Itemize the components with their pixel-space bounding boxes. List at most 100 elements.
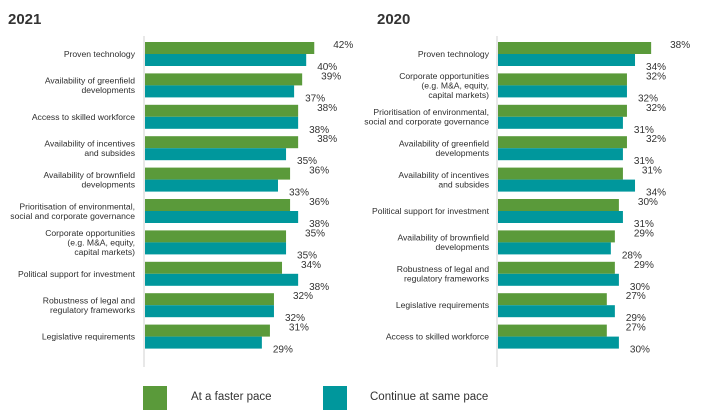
category-label: Availability of brownfield developments (397, 233, 489, 253)
value-label: 34% (301, 260, 321, 271)
value-label: 38% (317, 134, 337, 145)
bar-faster (145, 261, 283, 274)
value-label: 32% (646, 134, 666, 145)
value-label: 29% (634, 260, 654, 271)
value-label: 32% (646, 103, 666, 114)
category-label: Corporate opportunities (e.g. M&A, equity… (45, 228, 135, 257)
legend-label-same: Continue at same pace (370, 391, 489, 403)
category-label: Political support for investment (18, 269, 136, 279)
value-label: 30% (638, 197, 658, 208)
bar-same (145, 116, 299, 129)
value-label: 36% (309, 166, 329, 177)
chart-2020: Proven technology 38% 34% Corporate opportu… (364, 36, 690, 367)
bar-same (145, 336, 262, 349)
value-label: 31% (634, 125, 654, 136)
bar-faster (498, 167, 623, 180)
value-label: 38% (309, 125, 329, 136)
bar-faster (145, 73, 303, 86)
category-label: Proven technology (418, 49, 490, 59)
value-label: 38% (309, 219, 329, 230)
value-label: 38% (317, 103, 337, 114)
chart-title-2021: 2021 (8, 11, 42, 28)
bar-faster (145, 167, 291, 180)
bar-faster (498, 324, 607, 337)
bar-same (145, 85, 295, 98)
value-label: 28% (622, 250, 642, 261)
value-label: 27% (626, 291, 646, 302)
category-label: Political support for investment (372, 206, 490, 216)
value-label: 30% (630, 282, 650, 293)
chart-title-2020: 2020 (377, 11, 411, 28)
category-label: Robustness of legal and regulatory framew… (397, 264, 489, 284)
value-label: 34% (646, 62, 666, 73)
legend-swatch-same (323, 386, 347, 410)
category-label: Access to skilled workforce (32, 112, 135, 122)
value-label: 31% (634, 219, 654, 230)
value-label: 37% (305, 93, 325, 104)
bar-same (145, 211, 299, 223)
bar-same (145, 305, 274, 318)
value-label: 29% (634, 228, 654, 239)
value-label: 35% (297, 250, 317, 261)
bar-same (145, 148, 287, 161)
value-label: 35% (297, 156, 317, 167)
value-label: 31% (289, 323, 309, 334)
value-label: 29% (273, 345, 293, 356)
value-label: 31% (634, 156, 654, 167)
value-label: 38% (670, 40, 690, 51)
bar-same (498, 242, 611, 255)
bar-same (498, 85, 627, 98)
bar-same (498, 336, 619, 349)
category-label: Availability of incentives and subsides (44, 138, 135, 158)
category-label: Availability of brownfield developments (43, 170, 135, 190)
bar-faster (498, 230, 615, 243)
category-label: Access to skilled workforce (386, 332, 489, 342)
category-label: Corporate opportunities (e.g. M&A, equity… (399, 71, 489, 100)
value-label: 40% (317, 62, 337, 73)
value-label: 32% (285, 313, 305, 324)
bar-faster (145, 293, 274, 306)
category-label: Availability of incentives and subsides (398, 170, 489, 190)
category-label: Proven technology (64, 49, 136, 59)
category-label: Legislative requirements (42, 332, 135, 342)
legend-label-faster: At a faster pace (191, 391, 272, 403)
bar-faster (145, 136, 299, 149)
value-label: 32% (646, 71, 666, 82)
value-label: 38% (309, 282, 329, 293)
bar-same (145, 273, 299, 286)
value-label: 35% (305, 228, 325, 239)
value-label: 30% (630, 345, 650, 356)
value-label: 42% (333, 40, 353, 51)
category-label: Prioritisation of environmental, social a… (364, 107, 489, 127)
value-label: 32% (638, 93, 658, 104)
value-label: 33% (289, 188, 309, 199)
bar-faster (498, 104, 627, 117)
category-label: Availability of greenfield developments (45, 76, 135, 96)
chart-2021: Proven technology 42% 40% Availability of g… (10, 36, 353, 367)
bar-same (498, 211, 623, 223)
bar-same (498, 148, 623, 161)
bar-faster (498, 136, 627, 149)
value-label: 29% (626, 313, 646, 324)
bar-faster (145, 42, 315, 54)
category-label: Robustness of legal and regulatory framew… (43, 295, 135, 315)
bar-faster (145, 199, 291, 211)
category-label: Prioritisation of environmental, social a… (10, 201, 135, 221)
value-label: 34% (646, 188, 666, 199)
legend-swatch-faster (143, 386, 167, 410)
bar-same (498, 179, 636, 192)
value-label: 39% (321, 71, 341, 82)
bar-same (498, 273, 619, 286)
bar-same (145, 54, 307, 66)
bar-faster (145, 104, 299, 117)
value-label: 36% (309, 197, 329, 208)
bar-faster (498, 199, 619, 211)
bar-same (498, 116, 623, 129)
bar-same (145, 179, 278, 192)
category-label: Availability of greenfield developments (399, 138, 489, 158)
bar-same (498, 54, 636, 66)
bar-same (498, 305, 615, 318)
value-label: 31% (642, 166, 662, 177)
bar-faster (498, 73, 627, 86)
